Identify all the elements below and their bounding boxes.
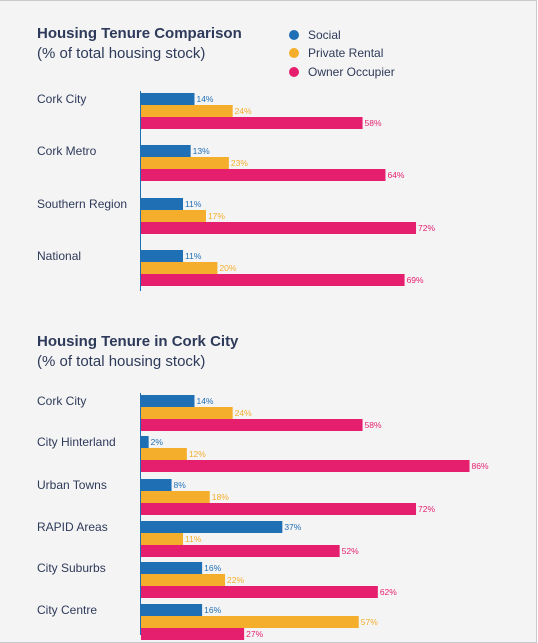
legend-swatch-owner-occupier <box>289 67 299 77</box>
bar-rapid-areas-owner-occupier <box>141 545 340 557</box>
value-label-cork-city-social: 14% <box>196 94 213 104</box>
value-label-rapid-areas-private-rental: 11% <box>185 534 202 544</box>
bar-city-hinterland-private-rental <box>141 448 187 460</box>
category-label-cork-city: Cork City <box>37 394 86 408</box>
value-label-city-hinterland-social: 2% <box>151 437 164 447</box>
value-label-national-social: 11% <box>185 251 202 261</box>
chart2-subtitle: (% of total housing stock) <box>37 353 205 370</box>
value-label-national-owner-occupier: 69% <box>407 275 424 285</box>
bar-urban-towns-owner-occupier <box>141 503 417 515</box>
value-label-urban-towns-owner-occupier: 72% <box>418 504 435 514</box>
chart1-subtitle: (% of total housing stock) <box>37 45 205 62</box>
bar-cork-city-owner-occupier <box>141 117 363 129</box>
value-label-cork-city-private-rental: 24% <box>235 106 252 116</box>
chart2-title: Housing Tenure in Cork City <box>37 333 239 350</box>
value-label-city-hinterland-private-rental: 12% <box>189 449 206 459</box>
category-label-city-centre: City Centre <box>37 603 97 617</box>
bar-cork-city-owner-occupier <box>141 419 363 431</box>
bar-cork-city-private-rental <box>141 407 233 419</box>
bar-cork-city-private-rental <box>141 105 233 117</box>
value-label-urban-towns-private-rental: 18% <box>212 492 229 502</box>
value-label-cork-metro-owner-occupier: 64% <box>387 170 404 180</box>
bar-national-social <box>141 250 184 262</box>
bar-city-centre-private-rental <box>141 616 359 628</box>
category-label-urban-towns: Urban Towns <box>37 478 107 492</box>
value-label-city-hinterland-owner-occupier: 86% <box>472 461 489 471</box>
bar-city-hinterland-owner-occupier <box>141 460 470 472</box>
category-label-city-hinterland: City Hinterland <box>37 435 116 449</box>
value-label-city-centre-private-rental: 57% <box>361 617 378 627</box>
value-label-southern-region-owner-occupier: 72% <box>418 223 435 233</box>
value-label-rapid-areas-social: 37% <box>284 522 301 532</box>
bar-cork-metro-private-rental <box>141 157 229 169</box>
bar-cork-metro-social <box>141 145 191 157</box>
value-label-city-suburbs-owner-occupier: 62% <box>380 587 397 597</box>
value-label-southern-region-social: 11% <box>185 199 202 209</box>
category-label-rapid-areas: RAPID Areas <box>37 520 108 534</box>
value-label-southern-region-private-rental: 17% <box>208 211 225 221</box>
value-label-urban-towns-social: 8% <box>174 480 187 490</box>
legend-swatch-social <box>289 30 299 40</box>
value-label-city-centre-social: 16% <box>204 605 221 615</box>
bar-cork-city-social <box>141 395 195 407</box>
bar-city-centre-owner-occupier <box>141 628 245 640</box>
category-label-national: National <box>37 249 81 263</box>
value-label-city-suburbs-social: 16% <box>204 563 221 573</box>
bar-city-suburbs-private-rental <box>141 574 226 586</box>
value-label-cork-city-owner-occupier: 58% <box>365 118 382 128</box>
category-label-city-suburbs: City Suburbs <box>37 561 106 575</box>
value-label-city-centre-owner-occupier: 27% <box>246 629 263 639</box>
bar-southern-region-private-rental <box>141 210 206 222</box>
chart2-plot: Cork City 14% 24% 58% City Hinterland 2% 12% 86… <box>37 393 489 640</box>
value-label-cork-city-owner-occupier: 58% <box>365 420 382 430</box>
category-label-cork-city: Cork City <box>37 92 86 106</box>
bar-rapid-areas-private-rental <box>141 533 184 545</box>
value-label-cork-metro-social: 13% <box>193 146 210 156</box>
value-label-city-suburbs-private-rental: 22% <box>227 575 244 585</box>
bar-city-centre-social <box>141 604 203 616</box>
bar-city-suburbs-social <box>141 562 203 574</box>
legend: Social Private Rental Owner Occupier <box>289 28 395 79</box>
bar-southern-region-owner-occupier <box>141 222 417 234</box>
chart1-plot: Cork City 14% 24% 58% Cork Metro 13% 23% 64% Sou… <box>37 91 435 291</box>
legend-label-social: Social <box>308 28 341 42</box>
bar-urban-towns-social <box>141 479 172 491</box>
legend-label-owner-occupier: Owner Occupier <box>308 65 395 79</box>
bar-national-owner-occupier <box>141 274 405 286</box>
value-label-cork-city-social: 14% <box>196 396 213 406</box>
legend-label-private-rental: Private Rental <box>308 46 383 60</box>
bar-urban-towns-private-rental <box>141 491 210 503</box>
bar-cork-city-social <box>141 93 195 105</box>
legend-swatch-private-rental <box>289 48 299 58</box>
value-label-cork-metro-private-rental: 23% <box>231 158 248 168</box>
bar-national-private-rental <box>141 262 218 274</box>
category-label-cork-metro: Cork Metro <box>37 144 97 158</box>
bar-rapid-areas-social <box>141 521 283 533</box>
bar-city-suburbs-owner-occupier <box>141 586 378 598</box>
bar-cork-metro-owner-occupier <box>141 169 386 181</box>
value-label-rapid-areas-owner-occupier: 52% <box>342 546 359 556</box>
value-label-cork-city-private-rental: 24% <box>235 408 252 418</box>
bar-city-hinterland-social <box>141 436 149 448</box>
bar-southern-region-social <box>141 198 184 210</box>
chart1-title: Housing Tenure Comparison <box>37 25 242 42</box>
value-label-national-private-rental: 20% <box>219 263 236 273</box>
category-label-southern-region: Southern Region <box>37 197 127 211</box>
